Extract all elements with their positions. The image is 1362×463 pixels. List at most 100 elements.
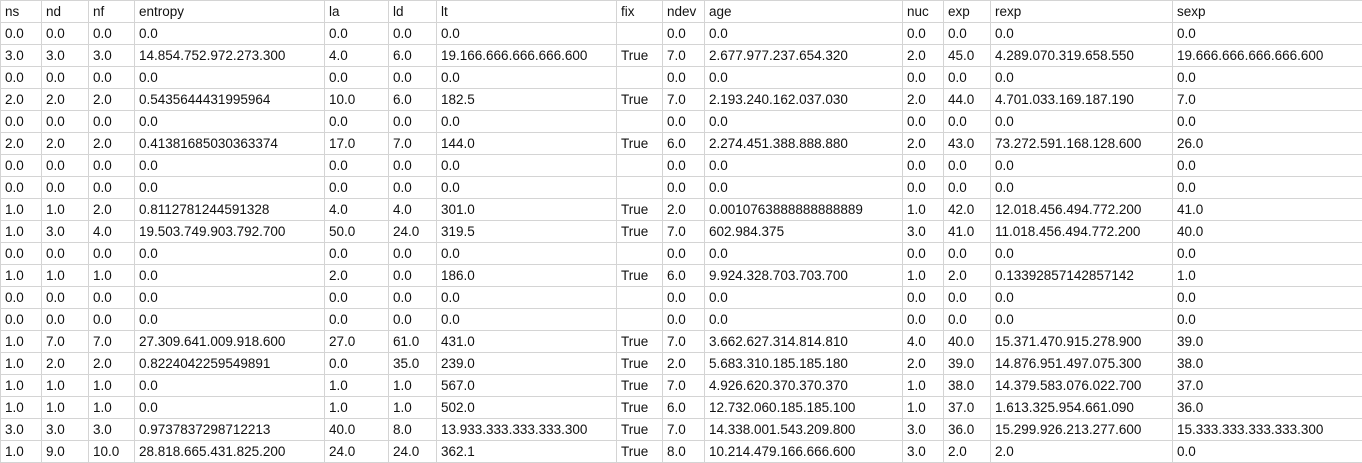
cell-ld[interactable]: 7.0 bbox=[388, 132, 437, 155]
cell-entropy[interactable]: 0.0 bbox=[134, 66, 325, 89]
cell-ld[interactable]: 0.0 bbox=[388, 154, 437, 177]
cell-nf[interactable]: 0.0 bbox=[88, 242, 135, 265]
cell-sexp[interactable]: 1.0 bbox=[1172, 264, 1362, 287]
cell-ns[interactable]: 0.0 bbox=[0, 308, 42, 331]
cell-ndev[interactable]: 0.0 bbox=[662, 308, 705, 331]
cell-nuc[interactable]: 3.0 bbox=[902, 220, 944, 243]
cell-nuc[interactable]: 0.0 bbox=[902, 22, 944, 45]
cell-lt[interactable]: 144.0 bbox=[436, 132, 617, 155]
cell-ld[interactable]: 4.0 bbox=[388, 198, 437, 221]
cell-age[interactable]: 10.214.479.166.666.600 bbox=[704, 440, 903, 463]
cell-exp[interactable]: 0.0 bbox=[943, 242, 991, 265]
column-header-ndev[interactable]: ndev bbox=[662, 0, 705, 23]
cell-nd[interactable]: 0.0 bbox=[41, 308, 89, 331]
cell-ld[interactable]: 61.0 bbox=[388, 330, 437, 353]
cell-lt[interactable]: 0.0 bbox=[436, 176, 617, 199]
cell-lt[interactable]: 0.0 bbox=[436, 154, 617, 177]
cell-nuc[interactable]: 1.0 bbox=[902, 264, 944, 287]
cell-exp[interactable]: 42.0 bbox=[943, 198, 991, 221]
cell-fix[interactable]: True bbox=[616, 418, 663, 441]
cell-lt[interactable]: 0.0 bbox=[436, 66, 617, 89]
cell-ns[interactable]: 1.0 bbox=[0, 198, 42, 221]
cell-lt[interactable]: 319.5 bbox=[436, 220, 617, 243]
cell-la[interactable]: 0.0 bbox=[324, 22, 389, 45]
cell-la[interactable]: 24.0 bbox=[324, 440, 389, 463]
cell-la[interactable]: 0.0 bbox=[324, 66, 389, 89]
cell-entropy[interactable]: 0.0 bbox=[134, 242, 325, 265]
cell-nuc[interactable]: 0.0 bbox=[902, 110, 944, 133]
cell-nd[interactable]: 2.0 bbox=[41, 88, 89, 111]
cell-fix[interactable]: True bbox=[616, 88, 663, 111]
cell-ndev[interactable]: 7.0 bbox=[662, 330, 705, 353]
cell-ld[interactable]: 0.0 bbox=[388, 176, 437, 199]
cell-nd[interactable]: 1.0 bbox=[41, 396, 89, 419]
cell-lt[interactable]: 239.0 bbox=[436, 352, 617, 375]
cell-exp[interactable]: 41.0 bbox=[943, 220, 991, 243]
cell-fix[interactable]: True bbox=[616, 396, 663, 419]
cell-entropy[interactable]: 0.0 bbox=[134, 308, 325, 331]
cell-la[interactable]: 0.0 bbox=[324, 154, 389, 177]
cell-rexp[interactable]: 0.0 bbox=[990, 242, 1173, 265]
cell-rexp[interactable]: 0.0 bbox=[990, 110, 1173, 133]
cell-nd[interactable]: 2.0 bbox=[41, 352, 89, 375]
cell-la[interactable]: 0.0 bbox=[324, 352, 389, 375]
cell-nuc[interactable]: 2.0 bbox=[902, 44, 944, 67]
cell-exp[interactable]: 39.0 bbox=[943, 352, 991, 375]
cell-exp[interactable]: 36.0 bbox=[943, 418, 991, 441]
cell-entropy[interactable]: 0.41381685030363374 bbox=[134, 132, 325, 155]
column-header-nuc[interactable]: nuc bbox=[902, 0, 944, 23]
cell-fix[interactable] bbox=[616, 66, 663, 89]
cell-entropy[interactable]: 0.0 bbox=[134, 110, 325, 133]
cell-rexp[interactable]: 0.0 bbox=[990, 286, 1173, 309]
cell-nd[interactable]: 0.0 bbox=[41, 286, 89, 309]
column-header-rexp[interactable]: rexp bbox=[990, 0, 1173, 23]
cell-fix[interactable]: True bbox=[616, 132, 663, 155]
cell-exp[interactable]: 0.0 bbox=[943, 308, 991, 331]
cell-rexp[interactable]: 12.018.456.494.772.200 bbox=[990, 198, 1173, 221]
cell-la[interactable]: 4.0 bbox=[324, 198, 389, 221]
cell-nf[interactable]: 1.0 bbox=[88, 374, 135, 397]
cell-ndev[interactable]: 7.0 bbox=[662, 44, 705, 67]
cell-ndev[interactable]: 7.0 bbox=[662, 220, 705, 243]
cell-ndev[interactable]: 6.0 bbox=[662, 264, 705, 287]
cell-ns[interactable]: 1.0 bbox=[0, 374, 42, 397]
cell-exp[interactable]: 0.0 bbox=[943, 110, 991, 133]
cell-nf[interactable]: 0.0 bbox=[88, 110, 135, 133]
cell-ns[interactable]: 3.0 bbox=[0, 418, 42, 441]
column-header-ns[interactable]: ns bbox=[0, 0, 42, 23]
cell-lt[interactable]: 567.0 bbox=[436, 374, 617, 397]
cell-ndev[interactable]: 0.0 bbox=[662, 66, 705, 89]
cell-la[interactable]: 27.0 bbox=[324, 330, 389, 353]
cell-age[interactable]: 0.0 bbox=[704, 308, 903, 331]
cell-ndev[interactable]: 0.0 bbox=[662, 22, 705, 45]
cell-exp[interactable]: 45.0 bbox=[943, 44, 991, 67]
column-header-la[interactable]: la bbox=[324, 0, 389, 23]
cell-entropy[interactable]: 0.0 bbox=[134, 264, 325, 287]
cell-exp[interactable]: 40.0 bbox=[943, 330, 991, 353]
cell-age[interactable]: 2.193.240.162.037.030 bbox=[704, 88, 903, 111]
cell-ld[interactable]: 24.0 bbox=[388, 220, 437, 243]
cell-nd[interactable]: 0.0 bbox=[41, 154, 89, 177]
cell-nuc[interactable]: 2.0 bbox=[902, 88, 944, 111]
cell-rexp[interactable]: 14.876.951.497.075.300 bbox=[990, 352, 1173, 375]
cell-nd[interactable]: 1.0 bbox=[41, 198, 89, 221]
cell-sexp[interactable]: 15.333.333.333.333.300 bbox=[1172, 418, 1362, 441]
cell-age[interactable]: 0.0 bbox=[704, 242, 903, 265]
cell-nuc[interactable]: 0.0 bbox=[902, 286, 944, 309]
cell-ndev[interactable]: 8.0 bbox=[662, 440, 705, 463]
cell-fix[interactable] bbox=[616, 154, 663, 177]
cell-exp[interactable]: 2.0 bbox=[943, 440, 991, 463]
cell-ld[interactable]: 0.0 bbox=[388, 308, 437, 331]
cell-lt[interactable]: 0.0 bbox=[436, 22, 617, 45]
cell-ld[interactable]: 8.0 bbox=[388, 418, 437, 441]
column-header-sexp[interactable]: sexp bbox=[1172, 0, 1362, 23]
cell-nf[interactable]: 0.0 bbox=[88, 176, 135, 199]
cell-fix[interactable]: True bbox=[616, 374, 663, 397]
cell-nuc[interactable]: 3.0 bbox=[902, 440, 944, 463]
cell-nuc[interactable]: 1.0 bbox=[902, 374, 944, 397]
cell-entropy[interactable]: 27.309.641.009.918.600 bbox=[134, 330, 325, 353]
cell-lt[interactable]: 0.0 bbox=[436, 242, 617, 265]
cell-age[interactable]: 12.732.060.185.185.100 bbox=[704, 396, 903, 419]
cell-nuc[interactable]: 3.0 bbox=[902, 418, 944, 441]
cell-nuc[interactable]: 0.0 bbox=[902, 66, 944, 89]
